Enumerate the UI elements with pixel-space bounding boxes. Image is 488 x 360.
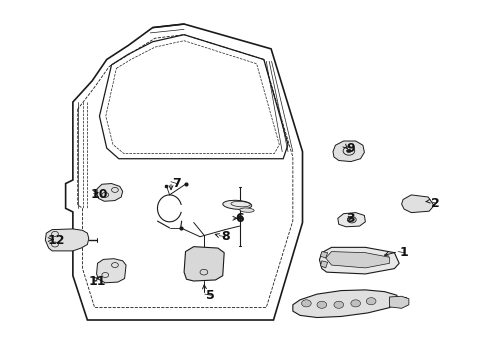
Polygon shape [45,229,89,251]
Text: 3: 3 [346,212,354,225]
Circle shape [346,149,350,153]
Circle shape [366,298,375,305]
Ellipse shape [223,200,251,209]
Circle shape [316,301,326,308]
Polygon shape [401,195,433,213]
Text: 7: 7 [172,177,181,190]
Polygon shape [97,184,122,201]
Text: 9: 9 [346,141,354,154]
Polygon shape [337,213,365,227]
Text: 5: 5 [206,289,215,302]
Text: 4: 4 [399,296,407,309]
Circle shape [301,300,310,307]
Polygon shape [332,141,364,162]
Text: 10: 10 [91,188,108,201]
Text: 12: 12 [47,234,64,247]
Polygon shape [319,247,398,274]
Polygon shape [325,252,389,268]
Text: 6: 6 [235,212,244,225]
Polygon shape [389,296,408,308]
Text: 11: 11 [88,275,105,288]
Text: 2: 2 [430,197,439,210]
Text: 8: 8 [221,230,229,243]
Circle shape [350,300,360,307]
Polygon shape [96,259,126,283]
Circle shape [333,301,343,308]
Polygon shape [183,247,224,281]
Polygon shape [320,261,327,268]
Ellipse shape [239,208,254,212]
Text: 1: 1 [399,246,407,259]
Polygon shape [292,290,398,318]
Polygon shape [65,24,302,320]
Polygon shape [320,252,327,258]
